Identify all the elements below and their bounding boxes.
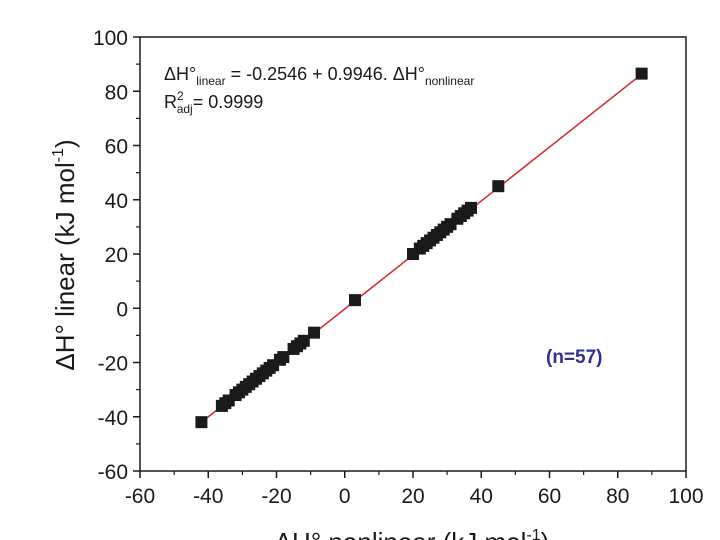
x-tick-label: 20 — [401, 485, 424, 508]
y-tick-label: 100 — [93, 27, 128, 50]
y-tick-label: 60 — [105, 136, 128, 159]
x-axis-label: ΔH° nonlinear (kJ mol-1) — [275, 527, 550, 540]
data-point — [348, 294, 361, 307]
x-tick-label: -60 — [125, 485, 155, 508]
data-point — [297, 334, 310, 347]
data-point — [465, 201, 478, 214]
plot-frame — [139, 36, 687, 472]
y-tick-label: 0 — [116, 298, 128, 321]
x-tick-label: 40 — [470, 485, 493, 508]
fit-equation: ΔH°linear = -0.2546 + 0.9946. ΔH°nonline… — [164, 64, 474, 88]
x-tick-label: -40 — [193, 485, 223, 508]
x-tick-label: 0 — [339, 485, 351, 508]
sample-count-label: (n=57) — [546, 347, 603, 368]
axis-tick-labels: -60 -40 -20 0 20 40 60 80 100 -60 -40 -20 0 20 40 60 80 1… — [93, 27, 704, 508]
data-point — [277, 351, 290, 364]
data-point — [195, 416, 208, 429]
data-points — [195, 67, 648, 429]
y-tick-label: 40 — [105, 190, 128, 213]
data-point — [308, 326, 321, 339]
y-axis-label: ΔH° linear (kJ mol-1) — [50, 139, 80, 370]
data-point — [492, 180, 505, 193]
x-tick-label: 60 — [538, 485, 561, 508]
y-tick-label: 80 — [105, 81, 128, 104]
x-tick-label: -20 — [261, 485, 291, 508]
data-point — [635, 67, 648, 80]
r-squared-adjusted: R2 adj= 0.9999 — [164, 89, 263, 116]
y-tick-label: -40 — [98, 407, 128, 430]
x-tick-label: 80 — [606, 485, 629, 508]
y-tick-label: 20 — [105, 244, 128, 267]
y-tick-label: -60 — [98, 461, 128, 484]
y-tick-label: -20 — [98, 353, 128, 376]
x-tick-label: 100 — [668, 485, 703, 508]
